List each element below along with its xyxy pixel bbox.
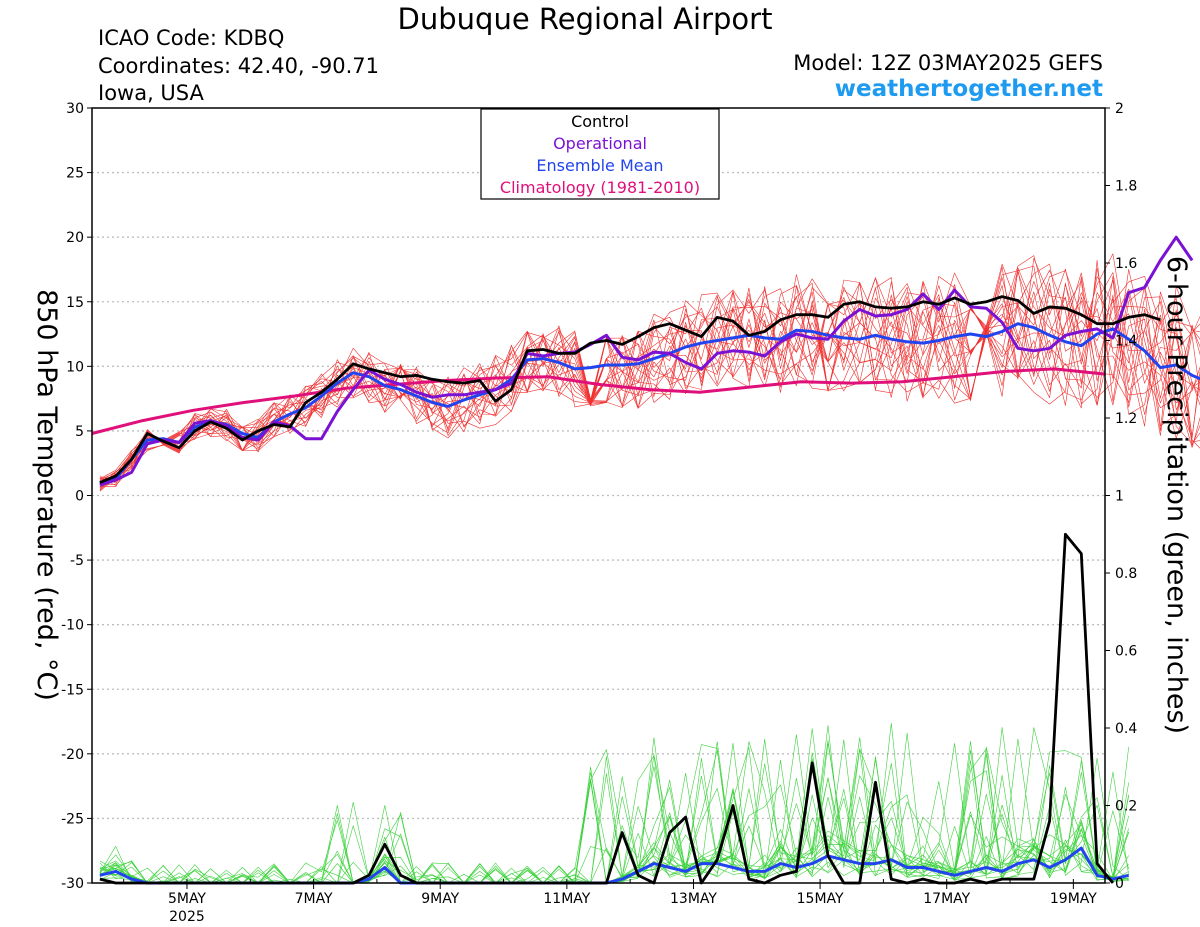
y-tick-label: -20 — [61, 747, 84, 763]
y2-tick-label: 0.4 — [1115, 721, 1137, 737]
y2-tick-label: 1.2 — [1115, 411, 1137, 427]
coordinates: Coordinates: 42.40, -90.71 — [98, 54, 379, 78]
legend-entry: Climatology (1981-2010) — [500, 178, 700, 197]
chart-title: Dubuque Regional Airport — [397, 2, 773, 36]
y-tick-label: 20 — [66, 230, 84, 246]
operational-temp-line — [99, 235, 1194, 487]
y2-tick-label: 1.8 — [1115, 179, 1137, 195]
ensemble-temp-line — [99, 271, 1200, 489]
y-axis-label: 850 hPa Temperature (red, °C) — [31, 289, 62, 701]
climatology-line — [91, 367, 1106, 435]
icao-code: ICAO Code: KDBQ — [98, 26, 285, 50]
x-tick-label: 5MAY — [168, 891, 206, 907]
ensemble-precip-line — [99, 755, 1129, 884]
axes: 302520151050-5-10-15-20-25-3021.81.61.41… — [61, 101, 1137, 925]
control-temp-line — [99, 295, 1161, 484]
ensemble-temp-line — [99, 282, 1200, 480]
x-tick-label: 19MAY — [1050, 891, 1097, 907]
y-tick-label: 25 — [66, 166, 84, 182]
x-tick-year: 2025 — [169, 909, 205, 925]
y-tick-label: -10 — [61, 618, 84, 634]
x-tick-label: 17MAY — [923, 891, 970, 907]
ensemble-temp-line — [99, 275, 1200, 488]
ensemble-precip-line — [99, 760, 1129, 884]
y-tick-label: 10 — [66, 359, 84, 375]
x-tick-label: 13MAY — [670, 891, 717, 907]
y2-tick-label: 1.6 — [1115, 256, 1137, 272]
model-run: Model: 12Z 03MAY2025 GEFS — [793, 51, 1103, 75]
y-tick-label: 0 — [75, 489, 84, 505]
y2-tick-label: 0.6 — [1115, 644, 1137, 660]
y-tick-label: -15 — [61, 682, 84, 698]
y2-tick-label: 2 — [1115, 101, 1124, 117]
x-tick-label: 7MAY — [295, 891, 333, 907]
y-tick-label: 30 — [66, 101, 84, 117]
ensemble-precip-line — [99, 741, 1129, 884]
y2-tick-label: 0.2 — [1115, 799, 1137, 815]
legend-entry: Operational — [553, 134, 647, 153]
y-tick-label: -25 — [61, 811, 84, 827]
y-tick-label: -5 — [70, 553, 84, 569]
ensemble-temp-line — [99, 276, 1200, 481]
ensemble-mean-temp-line — [99, 322, 1200, 486]
ensemble-members — [99, 253, 1200, 884]
ensemble-temp-line — [99, 270, 1200, 480]
x-tick-label: 11MAY — [543, 891, 590, 907]
y-tick-label: 5 — [75, 424, 84, 440]
location: Iowa, USA — [98, 81, 204, 105]
y2-axis-label: 6-hour Precipitation (green, inches) — [1161, 256, 1192, 734]
y2-tick-label: 0 — [1115, 876, 1124, 892]
x-tick-label: 15MAY — [797, 891, 844, 907]
y2-tick-label: 1 — [1115, 489, 1124, 505]
legend: Control Operational Ensemble Mean Climatolo… — [480, 108, 720, 200]
x-tick-label: 9MAY — [421, 891, 459, 907]
y2-tick-label: 1.4 — [1115, 334, 1137, 350]
legend-entry: Control — [571, 112, 629, 131]
y-tick-label: 15 — [66, 295, 84, 311]
y-tick-label: -30 — [61, 876, 84, 892]
y2-tick-label: 0.8 — [1115, 566, 1137, 582]
legend-entry: Ensemble Mean — [536, 156, 663, 175]
legend-box — [480, 108, 720, 200]
site-link[interactable]: weathertogether.net — [834, 76, 1103, 102]
ensemble-temp-line — [99, 268, 1200, 486]
ensemble-temp-line — [99, 265, 1200, 488]
ensemble-temp-line — [99, 263, 1200, 481]
ensemble-temp-line — [99, 259, 1200, 484]
